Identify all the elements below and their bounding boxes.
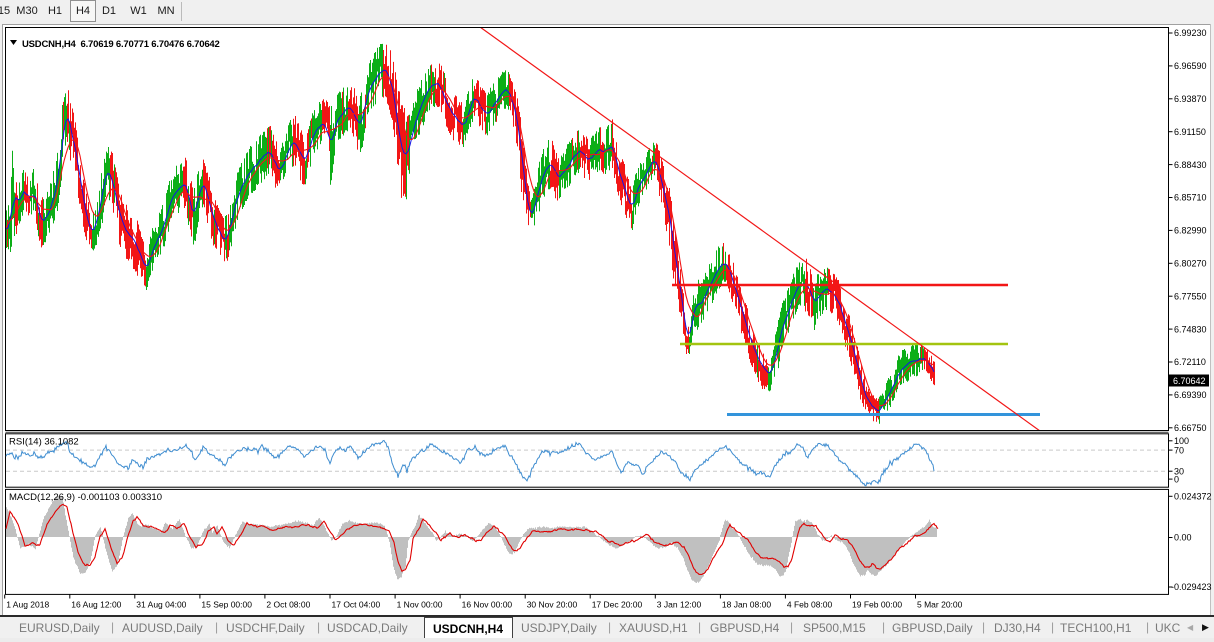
- svg-text:30 Nov 20:00: 30 Nov 20:00: [527, 600, 578, 610]
- svg-text:6.93870: 6.93870: [1174, 94, 1207, 104]
- svg-text:6.85710: 6.85710: [1174, 193, 1207, 203]
- svg-text:5 Mar 20:00: 5 Mar 20:00: [917, 600, 963, 610]
- svg-text:6.70642: 6.70642: [1173, 376, 1206, 386]
- svg-text:6.82990: 6.82990: [1174, 226, 1207, 236]
- svg-text:17 Dec 20:00: 17 Dec 20:00: [592, 600, 643, 610]
- svg-text:17 Oct 04:00: 17 Oct 04:00: [332, 600, 381, 610]
- svg-text:6.69390: 6.69390: [1174, 390, 1207, 400]
- svg-text:6.80270: 6.80270: [1174, 259, 1207, 269]
- svg-text:6.96590: 6.96590: [1174, 61, 1207, 71]
- svg-text:16 Nov 00:00: 16 Nov 00:00: [462, 600, 513, 610]
- svg-text:3 Jan 12:00: 3 Jan 12:00: [657, 600, 702, 610]
- svg-text:30: 30: [1174, 466, 1184, 476]
- svg-text:6.77550: 6.77550: [1174, 291, 1207, 301]
- svg-text:1 Nov 00:00: 1 Nov 00:00: [397, 600, 443, 610]
- svg-text:6.72110: 6.72110: [1174, 357, 1206, 367]
- svg-text:6.88430: 6.88430: [1174, 160, 1207, 170]
- svg-text:1 Aug 2018: 1 Aug 2018: [6, 600, 49, 610]
- svg-text:70: 70: [1174, 445, 1184, 455]
- svg-text:4 Feb 08:00: 4 Feb 08:00: [787, 600, 833, 610]
- svg-text:2 Oct 08:00: 2 Oct 08:00: [266, 600, 310, 610]
- svg-text:RSI(14) 36.1082: RSI(14) 36.1082: [9, 437, 79, 448]
- svg-text:18 Jan 08:00: 18 Jan 08:00: [722, 600, 771, 610]
- svg-text:-0.029423: -0.029423: [1171, 582, 1212, 592]
- svg-text:USDCNH,H4 6.70619 6.70771 6.7: USDCNH,H4 6.70619 6.70771 6.70476 6.7064…: [22, 39, 220, 50]
- svg-text:0.00: 0.00: [1174, 533, 1192, 543]
- svg-text:6.91150: 6.91150: [1174, 127, 1206, 137]
- svg-text:0.024372: 0.024372: [1174, 492, 1212, 502]
- svg-text:19 Feb 00:00: 19 Feb 00:00: [852, 600, 902, 610]
- svg-text:MACD(12,26,9) -0.001103 0.0033: MACD(12,26,9) -0.001103 0.003310: [9, 492, 162, 503]
- svg-text:0: 0: [1174, 474, 1179, 484]
- svg-text:6.99230: 6.99230: [1174, 28, 1207, 38]
- svg-text:16 Aug 12:00: 16 Aug 12:00: [71, 600, 121, 610]
- svg-text:6.66750: 6.66750: [1174, 423, 1207, 433]
- svg-text:100: 100: [1174, 436, 1189, 446]
- svg-text:6.74830: 6.74830: [1174, 324, 1207, 334]
- svg-text:15 Sep 00:00: 15 Sep 00:00: [201, 600, 252, 610]
- svg-text:31 Aug 04:00: 31 Aug 04:00: [136, 600, 186, 610]
